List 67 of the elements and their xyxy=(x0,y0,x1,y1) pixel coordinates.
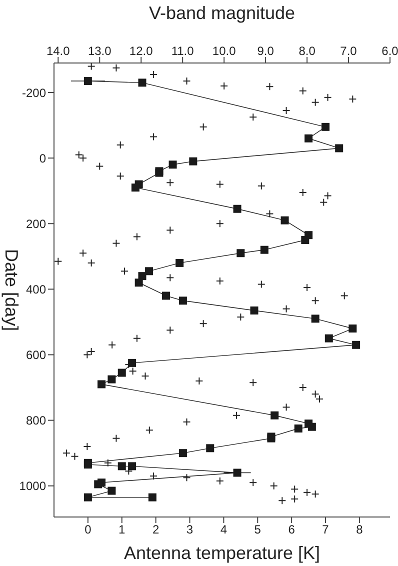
point xyxy=(108,375,116,384)
x2-tick-label: 8.0 xyxy=(298,44,316,58)
point xyxy=(108,486,116,495)
point xyxy=(335,144,344,152)
point xyxy=(131,184,140,192)
point xyxy=(352,340,360,349)
point xyxy=(178,449,187,458)
y-axis-title: Date [day] xyxy=(2,248,22,332)
point xyxy=(128,358,136,367)
point xyxy=(250,306,258,314)
point xyxy=(84,77,92,86)
point xyxy=(322,122,330,131)
x-tick-label: 1 xyxy=(118,522,126,537)
point xyxy=(189,157,198,166)
y-tick-label: 0 xyxy=(39,151,46,166)
x2-tick-label: 11.0 xyxy=(171,44,194,58)
point xyxy=(98,380,106,388)
x-tick-label: 6 xyxy=(288,522,296,537)
point xyxy=(233,204,242,213)
point xyxy=(118,462,126,470)
point xyxy=(138,78,146,87)
point xyxy=(233,468,242,477)
point xyxy=(118,368,126,377)
point xyxy=(260,246,268,254)
point xyxy=(162,292,170,300)
x-tick-label: 3 xyxy=(186,522,194,537)
point xyxy=(128,462,136,470)
point xyxy=(280,216,289,224)
point xyxy=(148,493,156,502)
y-tick-label: -200 xyxy=(22,86,46,100)
x-tick-label: 4 xyxy=(220,522,228,537)
y-tick-label: 600 xyxy=(26,348,46,362)
point xyxy=(236,249,245,258)
point xyxy=(270,411,279,420)
y-tick-label: 1000 xyxy=(19,479,46,494)
x2-tick-label: 10.0 xyxy=(212,44,236,58)
point xyxy=(176,258,184,267)
x-tick-label: 0 xyxy=(84,522,92,537)
point xyxy=(145,267,154,276)
point xyxy=(311,314,320,323)
point xyxy=(168,160,177,169)
x-tick-label: 5 xyxy=(254,522,262,537)
point xyxy=(94,480,102,488)
x-axis-title: Antenna temperature [K] xyxy=(124,543,320,563)
point xyxy=(324,334,333,342)
point xyxy=(301,236,310,244)
x-tick-label: 8 xyxy=(356,522,364,537)
x2-tick-label: 14.0 xyxy=(46,44,70,58)
point xyxy=(206,444,214,452)
point xyxy=(304,134,313,142)
x2-tick-label: 6.0 xyxy=(382,44,398,58)
point xyxy=(134,278,143,287)
point xyxy=(348,324,357,333)
x2-tick-label: 12.0 xyxy=(129,44,154,58)
x-tick-label: 7 xyxy=(322,522,330,537)
x2-tick-label: 9.0 xyxy=(257,44,274,58)
point xyxy=(84,493,92,502)
point xyxy=(294,424,302,432)
point xyxy=(178,296,187,305)
y-tick-label: 800 xyxy=(26,414,46,428)
y-tick-label: 200 xyxy=(26,216,46,231)
x2-tick-label: 7.0 xyxy=(340,44,358,58)
x2-axis-title: V-band magnitude xyxy=(148,2,296,23)
point xyxy=(308,422,316,431)
x2-tick-label: 13.0 xyxy=(88,44,112,58)
y-tick-label: 400 xyxy=(26,282,46,296)
x-tick-label: 2 xyxy=(152,522,160,537)
